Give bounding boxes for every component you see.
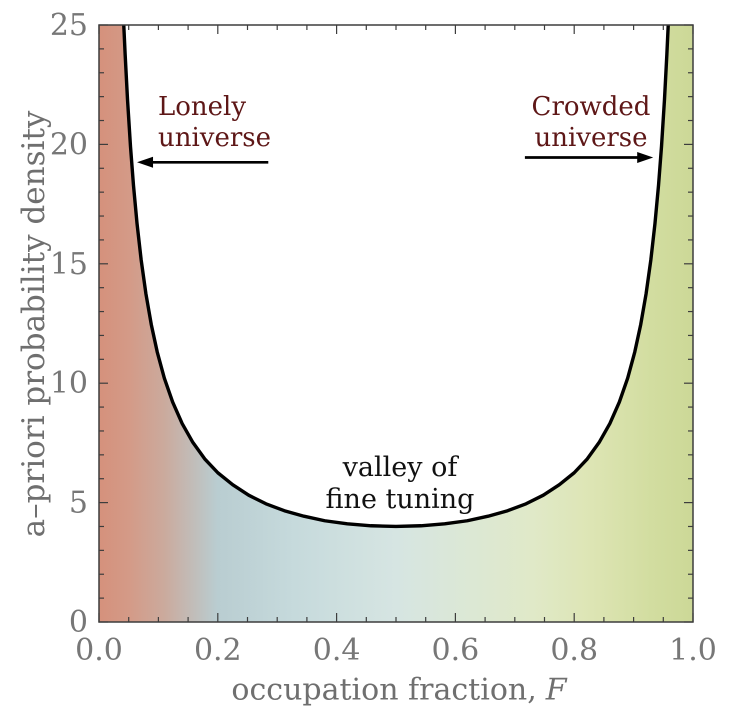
annotation-crowded-line1: Crowded [531, 92, 651, 122]
plot-frame [98, 24, 694, 623]
lonely-arrow [137, 156, 269, 168]
x-tick-label: 0.0 [75, 633, 123, 668]
x-tick-label: 0.4 [313, 633, 361, 668]
y-tick-label: 20 [50, 127, 88, 162]
annotation-crowded-line2: universe [534, 123, 648, 154]
annotation-crowded-universe: Crowded universe [532, 92, 651, 154]
annotation-valley-line2: fine tuning [325, 484, 475, 516]
x-tick-label: 1.0 [669, 633, 717, 668]
annotation-valley-of-fine-tuning: valley of fine tuning [326, 452, 475, 517]
x-tick-label: 0.6 [432, 633, 480, 668]
annotation-lonely-line2: universe [158, 123, 272, 154]
x-tick-label: 0.8 [550, 633, 598, 668]
density-curve [122, 24, 670, 529]
tick-labels: 0.0 0.2 0.4 0.6 0.8 1.0 0 5 10 15 20 25 [50, 8, 717, 668]
x-axis-title-text: occupation fraction, [231, 672, 537, 708]
area-fill [99, 25, 693, 622]
y-axis-title: a–priori probability density [16, 110, 52, 538]
y-tick-label: 5 [69, 486, 88, 521]
y-tick-label: 0 [69, 605, 88, 640]
x-axis-title-variable: F [545, 672, 567, 708]
x-tick-label: 0.2 [194, 633, 242, 668]
y-tick-label: 15 [50, 247, 88, 282]
annotation-lonely-line1: Lonely [158, 92, 247, 122]
annotation-lonely-universe: Lonely universe [158, 92, 271, 154]
annotation-valley-line1: valley of [342, 452, 458, 483]
y-tick-label: 25 [50, 8, 88, 43]
x-axis-title: occupation fraction, F [231, 673, 566, 708]
y-tick-label: 10 [50, 366, 88, 401]
crowded-arrow [524, 152, 654, 164]
